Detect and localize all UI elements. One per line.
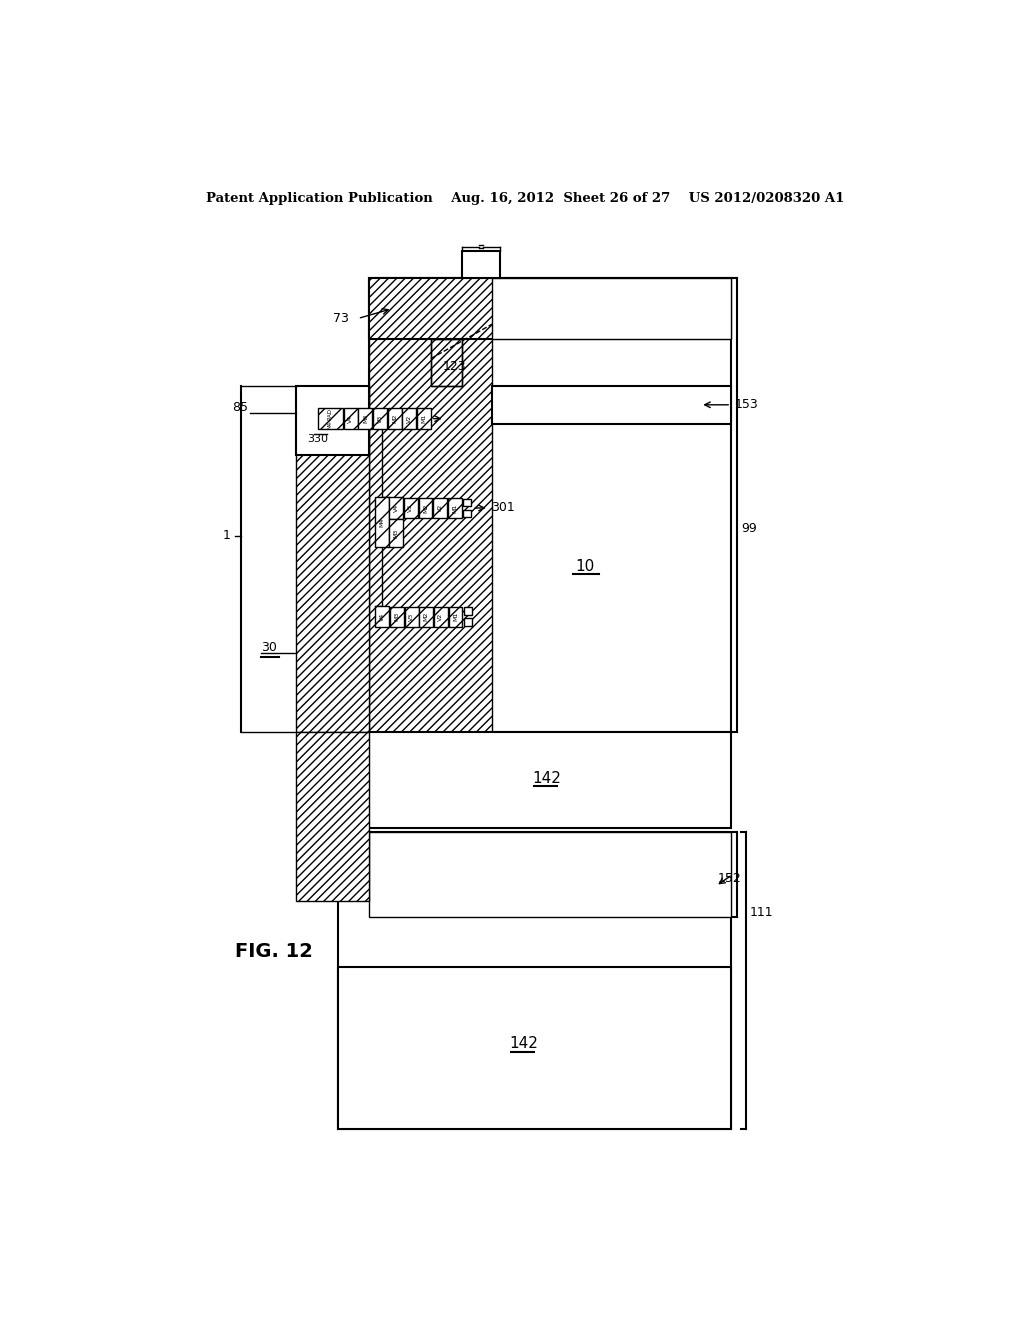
Bar [431,339,462,385]
Text: 85: 85 [232,400,249,413]
Text: 1: 1 [223,529,230,543]
Bar [404,607,419,627]
Text: 10: 10 [575,558,595,574]
Text: 142: 142 [531,771,561,785]
Text: V2: V2 [437,504,442,512]
Text: 30: 30 [261,640,278,653]
Text: V4: V4 [348,414,353,422]
Bar [493,277,731,339]
Text: M3: M3 [362,414,368,424]
Bar [462,251,500,277]
Text: 152: 152 [718,871,741,884]
Text: 301: 301 [490,502,515,515]
Bar [447,498,462,517]
Text: M3: M3 [394,612,399,622]
Bar [296,385,370,455]
Bar [417,408,431,429]
Bar [370,832,731,917]
Text: V3: V3 [378,414,383,422]
Text: M4-PAD: M4-PAD [328,408,333,429]
Bar [464,618,472,626]
Bar [339,832,731,1129]
Text: M2: M2 [424,612,429,622]
Bar [463,499,471,507]
Text: V2: V2 [438,612,443,620]
Bar [370,277,731,339]
Bar [389,498,403,519]
Text: 330: 330 [307,434,328,444]
Bar [403,498,418,517]
Bar [296,733,370,902]
Text: Patent Application Publication    Aug. 16, 2012  Sheet 26 of 27    US 2012/02083: Patent Application Publication Aug. 16, … [206,191,844,205]
Text: M3: M3 [393,528,398,537]
Text: 99: 99 [741,521,757,535]
Text: M1: M1 [422,414,426,424]
Bar [389,519,403,548]
Bar [376,498,389,548]
Text: V2: V2 [407,414,412,422]
Bar [344,408,357,429]
Text: V4: V4 [380,612,385,620]
Bar [376,606,389,627]
Bar [431,339,462,385]
Bar [339,966,731,1129]
Bar [449,607,463,627]
Text: 111: 111 [750,907,773,920]
Text: V3: V3 [410,612,414,620]
Text: 153: 153 [735,399,759,412]
Bar [358,408,373,429]
Text: M1: M1 [453,612,458,622]
Bar [373,408,387,429]
Bar [402,408,416,429]
Text: FIG. 12: FIG. 12 [234,942,312,961]
Text: M1: M1 [453,503,458,512]
Bar [370,277,731,733]
Text: V3: V3 [409,504,414,512]
Text: M2: M2 [423,503,428,512]
Bar [464,607,472,615]
Bar [370,277,493,733]
Text: V4: V4 [393,504,398,512]
Bar [317,408,343,429]
Text: 73: 73 [333,312,348,325]
Bar [419,498,432,517]
Bar [390,607,403,627]
Text: 123: 123 [442,360,466,374]
Bar [433,498,447,517]
Bar [296,385,370,733]
Bar [370,733,731,829]
Bar [388,408,401,429]
Bar [419,607,433,627]
Bar [434,607,447,627]
Bar [493,385,731,424]
Bar [463,510,471,517]
Text: M2: M2 [392,414,397,424]
Text: 142: 142 [509,1036,538,1052]
Text: M4: M4 [380,517,385,527]
